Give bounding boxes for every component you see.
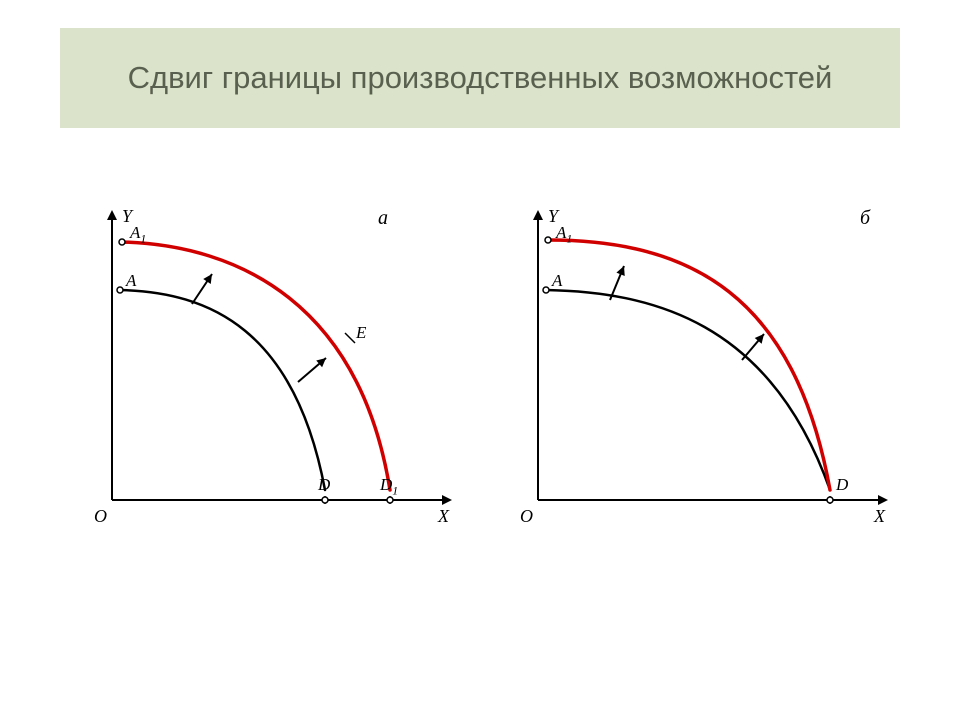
origin-label: О (94, 506, 107, 526)
outer-ppf-curve (548, 240, 830, 490)
point-A1 (545, 237, 551, 243)
label-D: D (318, 475, 330, 495)
y-axis-arrowhead (533, 210, 543, 220)
x-axis-arrowhead (442, 495, 452, 505)
label-D: D (836, 475, 848, 495)
label-A₁: A1 (556, 223, 572, 246)
outer-ppf-curve (122, 242, 390, 490)
y-axis-arrowhead (107, 210, 117, 220)
panel-letter: а (378, 207, 388, 229)
panel-letter: б (860, 207, 871, 229)
point-A (117, 287, 123, 293)
panel-a: ОXYаA1AEDD1 (60, 200, 470, 540)
point-E-tick (345, 333, 355, 343)
inner-ppf-curve (546, 290, 830, 490)
label-A: A (552, 271, 562, 291)
slide-title: Сдвиг границы производственных возможнос… (128, 59, 833, 98)
point-D (322, 497, 328, 503)
point-A1 (119, 239, 125, 245)
label-A₁: A1 (130, 223, 146, 246)
ppf-diagram-a: ОXYа (60, 200, 470, 540)
x-axis-label: X (437, 506, 450, 526)
origin-label: О (520, 506, 533, 526)
point-D (827, 497, 833, 503)
shift-arrow-1-head (203, 274, 212, 284)
x-axis-label: X (873, 506, 886, 526)
label-A: A (126, 271, 136, 291)
panel-b: ОXYбA1AD (490, 200, 900, 540)
point-A (543, 287, 549, 293)
diagram-row: ОXYаA1AEDD1 ОXYбA1AD (60, 200, 900, 540)
inner-ppf-curve (120, 290, 325, 490)
label-E: E (356, 323, 366, 343)
slide-title-bar: Сдвиг границы производственных возможнос… (60, 28, 900, 128)
label-D₁: D1 (380, 475, 398, 498)
x-axis-arrowhead (878, 495, 888, 505)
